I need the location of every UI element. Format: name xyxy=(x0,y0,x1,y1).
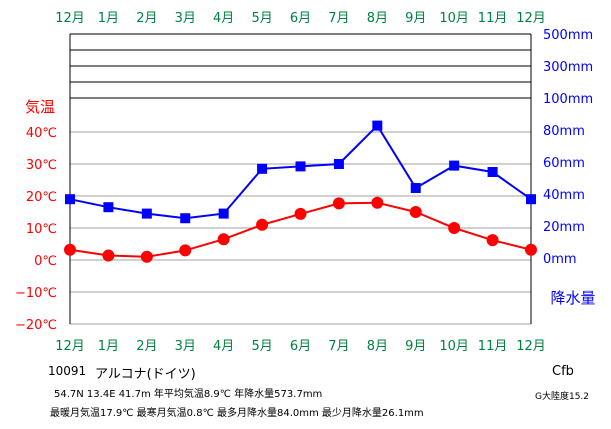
month-label: 2月 xyxy=(136,11,157,26)
temperature-point xyxy=(525,243,537,256)
precipitation-tick-label: 20mm xyxy=(543,220,585,235)
month-label: 6月 xyxy=(290,339,311,354)
month-label: 11月 xyxy=(478,11,508,26)
month-label: 9月 xyxy=(405,339,426,354)
precipitation-point xyxy=(295,161,306,172)
temperature-point xyxy=(64,243,76,256)
precipitation-axis-ticks: 500mm 300mm 100mm 80mm 60mm 40mm 20mm 0mm xyxy=(543,28,593,267)
temperature-point xyxy=(102,249,115,262)
precipitation-point xyxy=(449,160,460,171)
precipitation-point xyxy=(257,163,268,174)
precipitation-point xyxy=(141,208,152,219)
temperature-point xyxy=(409,206,422,218)
temperature-tick-label: 30℃ xyxy=(26,158,57,173)
precipitation-point xyxy=(526,194,536,205)
precipitation-point xyxy=(218,208,229,219)
month-label: 12月 xyxy=(55,11,85,26)
temperature-point xyxy=(256,218,269,231)
precipitation-tick-label: 0mm xyxy=(543,252,577,267)
month-label: 7月 xyxy=(328,339,349,354)
precipitation-tick-label: 40mm xyxy=(543,188,585,203)
month-label: 5月 xyxy=(251,339,272,354)
precipitation-tick-label: 100mm xyxy=(543,92,593,107)
precipitation-tick-label: 60mm xyxy=(543,156,585,171)
temperature-point xyxy=(140,250,153,263)
month-label: 3月 xyxy=(175,11,196,26)
chart-grid xyxy=(70,33,531,325)
precipitation-point xyxy=(333,159,344,169)
precipitation-tick-label: 300mm xyxy=(543,60,593,75)
month-label: 6月 xyxy=(290,11,311,26)
precipitation-point xyxy=(180,213,191,224)
precipitation-point xyxy=(372,120,383,131)
temperature-tick-label: −20℃ xyxy=(15,318,57,333)
month-label: 7月 xyxy=(328,11,349,26)
temperature-tick-label: 0℃ xyxy=(34,254,57,269)
precipitation-line xyxy=(69,123,532,220)
temperature-point xyxy=(371,196,384,209)
precipitation-tick-label: 80mm xyxy=(543,124,585,139)
temperature-tick-label: −10℃ xyxy=(15,286,57,301)
month-label: 11月 xyxy=(478,339,508,354)
temperature-tick-label: 20℃ xyxy=(26,190,57,205)
month-label: 3月 xyxy=(175,339,196,354)
temperature-series xyxy=(64,196,537,263)
temperature-tick-label: 10℃ xyxy=(26,222,57,237)
temperature-axis-ticks: 40℃ 30℃ 20℃ 10℃ 0℃ −10℃ −20℃ xyxy=(15,126,57,333)
temperature-point xyxy=(217,233,230,246)
month-labels-top: 12月 1月 2月 3月 4月 5月 6月 7月 8月 9月 10月 11月 12月 xyxy=(55,11,546,26)
temperature-point xyxy=(448,222,461,234)
month-label: 10月 xyxy=(439,11,469,26)
month-label: 1月 xyxy=(98,339,119,354)
chart-axes xyxy=(69,34,532,324)
precipitation-tick-label: 500mm xyxy=(543,28,593,43)
month-labels-bottom: 12月 1月 2月 3月 4月 5月 6月 7月 8月 9月 10月 11月 12月 xyxy=(55,339,546,354)
month-label: 2月 xyxy=(136,339,157,354)
month-label: 5月 xyxy=(251,11,272,26)
precipitation-point xyxy=(410,183,421,193)
month-label: 12月 xyxy=(516,339,546,354)
temperature-point xyxy=(332,197,345,210)
temperature-axis-title: 気温 xyxy=(25,98,55,116)
temperature-point xyxy=(294,207,307,220)
month-label: 8月 xyxy=(367,11,388,26)
month-label: 8月 xyxy=(367,339,388,354)
temperature-tick-label: 40℃ xyxy=(26,126,57,141)
precipitation-point xyxy=(65,194,75,205)
month-label: 10月 xyxy=(439,339,469,354)
month-label: 12月 xyxy=(516,11,546,26)
precipitation-point xyxy=(103,202,114,213)
temperature-point xyxy=(486,234,499,247)
month-label: 4月 xyxy=(213,339,234,354)
month-label: 9月 xyxy=(405,11,426,26)
month-label: 1月 xyxy=(98,11,119,26)
temperature-point xyxy=(179,244,192,257)
precipitation-point xyxy=(487,167,498,177)
month-label: 12月 xyxy=(55,339,85,354)
precipitation-axis-title: 降水量 xyxy=(550,289,595,307)
month-label: 4月 xyxy=(213,11,234,26)
precipitation-series xyxy=(65,120,536,224)
